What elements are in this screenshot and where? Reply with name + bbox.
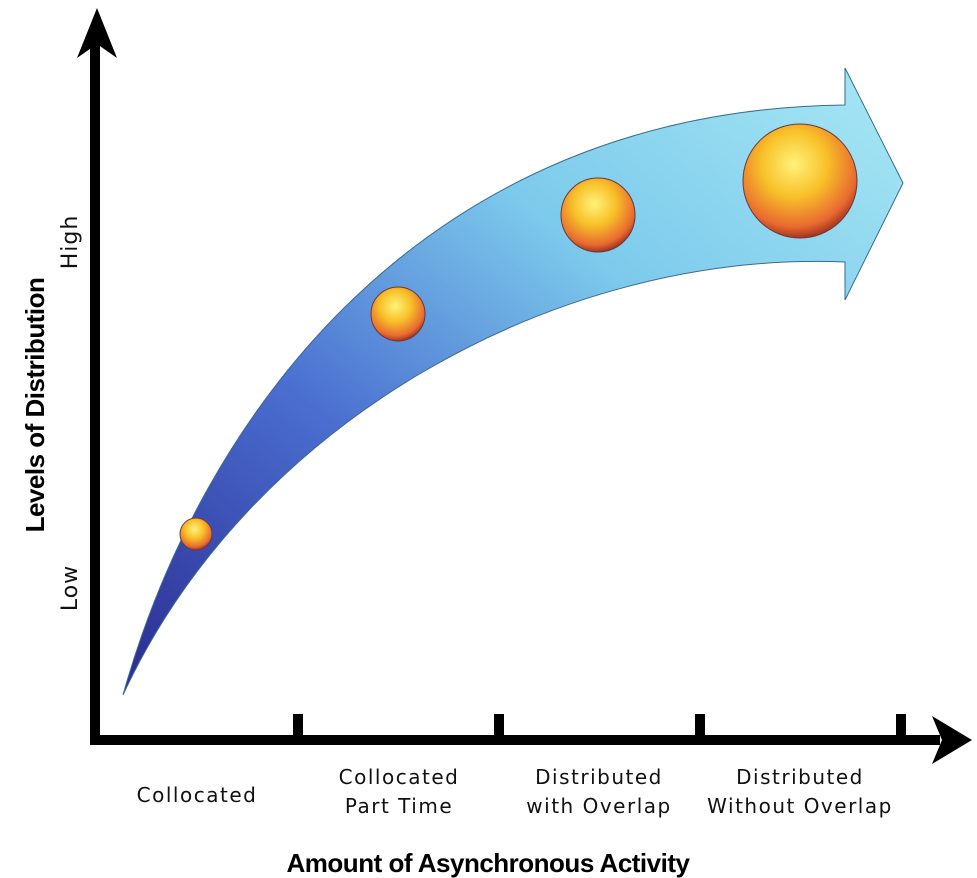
sphere — [371, 287, 425, 341]
category-label: Distributed — [736, 765, 864, 789]
x-axis-title: Amount of Asynchronous Activity — [287, 848, 691, 878]
category-label: Distributed — [535, 765, 663, 789]
sphere — [743, 124, 857, 238]
category-label: Collocated — [339, 765, 460, 789]
category-label: Collocated — [137, 783, 258, 807]
category-labels: Collocated Collocated Part Time Distributed… — [137, 765, 893, 818]
category-label: Without Overlap — [707, 794, 893, 818]
y-axis-title: Levels of Distribution — [20, 278, 50, 533]
sphere — [180, 518, 212, 550]
sphere — [561, 178, 635, 252]
y-low-label: Low — [58, 565, 83, 611]
category-label: Part Time — [345, 794, 453, 818]
diagram: Levels of Distribution High Low Amount o… — [0, 0, 977, 878]
category-label: with Overlap — [526, 794, 671, 818]
y-high-label: High — [58, 215, 83, 270]
